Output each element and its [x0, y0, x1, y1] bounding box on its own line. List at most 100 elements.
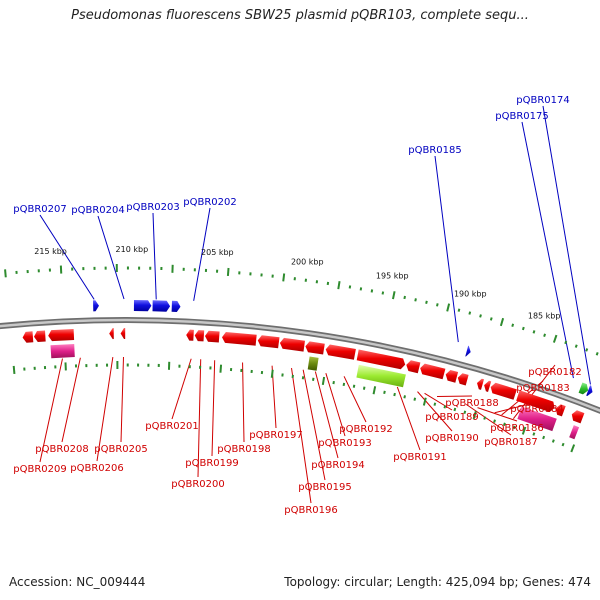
gene-label: pQBR0190 — [425, 433, 478, 444]
gene-label: pQBR0202 — [183, 197, 236, 208]
inner-leader-line — [120, 356, 124, 443]
inner-tick-mark — [219, 364, 223, 373]
blue-gene-feature — [586, 385, 593, 396]
gene-label: pQBR0205 — [94, 444, 147, 455]
red-gene-feature — [34, 330, 46, 342]
outer-tick-mark — [370, 289, 374, 293]
inner-tick-mark — [570, 444, 576, 453]
pink-gene-feature — [517, 406, 557, 432]
kbp-label: 185 kbp — [528, 311, 561, 320]
inner-leader-line — [242, 362, 245, 443]
inner-leader-line — [314, 371, 339, 459]
inner-tick-mark — [483, 416, 487, 420]
red-gene-feature — [109, 328, 114, 340]
outer-tick-mark — [532, 330, 536, 334]
gene-label: pQBR0189 — [425, 412, 478, 423]
inner-leader-line — [512, 364, 556, 420]
gene-label: pQBR0192 — [339, 424, 392, 435]
gene-label: pQBR0186 — [490, 423, 543, 434]
kbp-label: 200 kbp — [291, 257, 324, 266]
red-gene-feature — [555, 404, 566, 417]
outer-tick-mark — [348, 285, 352, 289]
inner-tick-mark — [383, 390, 386, 395]
outer-tick-mark — [585, 348, 589, 352]
inner-tick-mark — [503, 422, 506, 426]
inner-leader-line — [396, 386, 421, 451]
inner-tick-mark — [532, 432, 536, 436]
inner-leader-line — [343, 376, 367, 423]
outer-tick-mark — [414, 298, 417, 302]
outer-tick-mark — [446, 303, 451, 312]
gene-label: pQBR0187 — [484, 437, 537, 448]
inner-leader-line — [477, 407, 518, 422]
red-gene-feature — [516, 390, 555, 412]
outer-tick-mark — [489, 317, 493, 321]
outer-tick-mark — [552, 334, 558, 343]
inner-tick-mark — [561, 442, 565, 447]
inner-tick-mark — [403, 395, 406, 399]
outer-tick-mark — [521, 326, 525, 331]
red-gene-feature — [257, 335, 280, 349]
gene-features — [22, 300, 593, 440]
red-gene-feature — [194, 330, 205, 342]
gene-label: pQBR0209 — [13, 464, 66, 475]
gene-label: pQBR0174 — [516, 95, 569, 106]
red-gene-feature — [356, 349, 406, 370]
inner-tick-mark — [433, 402, 437, 406]
gene-label: pQBR0197 — [249, 430, 302, 441]
gene-label: pQBR0201 — [145, 421, 198, 432]
gene-label: pQBR0207 — [13, 204, 66, 215]
red-gene-feature — [222, 332, 257, 346]
inner-tick-mark — [332, 380, 335, 385]
outer-leader-line — [521, 121, 574, 379]
outer-tick-mark — [425, 300, 428, 304]
inner-tick-mark — [372, 386, 377, 395]
red-gene-feature — [477, 378, 484, 390]
inner-tick-mark — [453, 407, 457, 412]
kbp-labels: 215 kbp 210 kbp 205 kbp 200 kbp 195 kbp 190 k… — [34, 245, 560, 320]
kbp-label: 215 kbp — [34, 247, 67, 256]
inner-tick-mark — [342, 382, 346, 387]
outer-leader-line — [39, 214, 95, 300]
olive-gene-feature — [307, 356, 319, 371]
backbone-arc-highlight — [0, 318, 600, 413]
red-gene-feature — [445, 370, 459, 383]
outer-tick-mark — [359, 287, 363, 291]
outer-tick-mark — [457, 308, 461, 312]
gene-label: pQBR0195 — [298, 482, 351, 493]
outer-tick-mark — [468, 311, 472, 315]
kbp-label: 210 kbp — [116, 245, 149, 254]
bright_green-gene-feature — [578, 382, 589, 395]
pink-gene-feature — [50, 344, 75, 359]
inner-leader-line — [61, 357, 81, 443]
gene-label: pQBR0188 — [445, 398, 498, 409]
outer-tick-mark — [337, 281, 341, 290]
inner-tick-mark — [542, 435, 546, 440]
gene-label: pQBR0191 — [393, 452, 446, 463]
blue-gene-feature — [171, 300, 181, 312]
gene-label: pQBR0183 — [516, 383, 569, 394]
outer-tick-mark — [499, 317, 505, 327]
inner-tick-mark — [12, 365, 16, 375]
red-gene-feature — [406, 360, 421, 374]
inner-leader-line — [291, 368, 312, 504]
outer-tick-mark — [381, 291, 385, 295]
gene-label: pQBR0182 — [528, 367, 581, 378]
inner-tick-mark — [422, 397, 427, 406]
outer-tick-mark — [595, 352, 599, 356]
blue-gene-feature — [465, 345, 471, 357]
inner-tick-mark — [393, 392, 396, 397]
outer-tick-mark — [511, 323, 515, 327]
gene-label: pQBR0194 — [311, 460, 364, 471]
red-gene-feature — [279, 337, 305, 352]
gene-label: pQBR0199 — [185, 458, 238, 469]
topology-summary: Topology: circular; Length: 425,094 bp; … — [284, 575, 591, 589]
inner-leader-line — [424, 392, 453, 411]
outer-tick-mark — [574, 344, 578, 348]
red-gene-feature — [457, 373, 469, 386]
inner-tick-mark — [472, 411, 477, 420]
blue-gene-feature — [93, 300, 99, 312]
outer-tick-mark — [436, 303, 439, 307]
outer-tick-mark — [403, 295, 406, 300]
kbp-label: 190 kbp — [454, 290, 487, 299]
